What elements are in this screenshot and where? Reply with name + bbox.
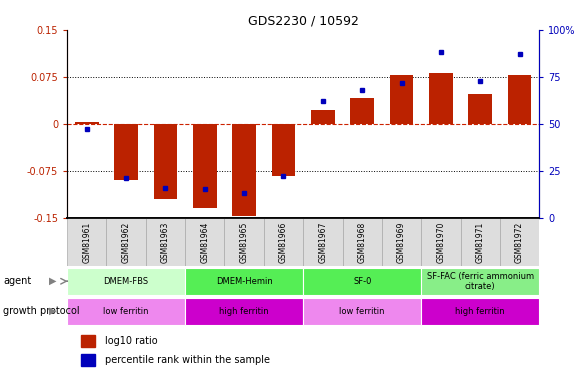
Text: SF-FAC (ferric ammonium
citrate): SF-FAC (ferric ammonium citrate) [427,272,534,291]
Bar [75,122,99,124]
Bar [67,217,106,266]
Text: ▶: ▶ [49,306,56,316]
Text: agent: agent [3,276,31,286]
Bar [264,217,303,266]
Text: GSM81965: GSM81965 [240,221,248,263]
Bar [67,268,185,295]
Bar [303,298,421,325]
Bar [500,217,539,266]
Text: GSM81970: GSM81970 [437,221,445,263]
Text: log10 ratio: log10 ratio [105,336,157,346]
Bar [185,268,303,295]
Text: GSM81972: GSM81972 [515,221,524,262]
Bar [185,298,303,325]
Bar [508,75,531,124]
Bar [311,110,335,124]
Text: DMEM-FBS: DMEM-FBS [104,277,149,286]
Bar [146,217,185,266]
Bar [429,72,452,124]
Text: GSM81967: GSM81967 [318,221,327,263]
Bar [67,298,185,325]
Text: GSM81961: GSM81961 [82,221,91,262]
Bar [106,217,146,266]
Text: low ferritin: low ferritin [339,307,385,316]
Bar [382,217,421,266]
Bar [81,354,96,366]
Bar [421,298,539,325]
Bar [303,268,421,295]
Text: growth protocol: growth protocol [3,306,79,316]
Bar [81,335,96,347]
Bar [468,94,492,124]
Text: high ferritin: high ferritin [219,307,269,316]
Text: low ferritin: low ferritin [103,307,149,316]
Bar [272,124,295,176]
Bar [350,98,374,124]
Bar [421,217,461,266]
Text: percentile rank within the sample: percentile rank within the sample [105,355,270,365]
Text: GSM81968: GSM81968 [358,221,367,262]
Bar [224,217,264,266]
Bar [193,124,217,208]
Text: ▶: ▶ [49,276,56,286]
Bar [421,268,539,295]
Bar [185,217,224,266]
Text: DMEM-Hemin: DMEM-Hemin [216,277,272,286]
Bar [461,217,500,266]
Bar [153,124,177,199]
Bar [342,217,382,266]
Title: GDS2230 / 10592: GDS2230 / 10592 [248,15,359,27]
Text: GSM81964: GSM81964 [201,221,209,263]
Text: GSM81971: GSM81971 [476,221,484,262]
Bar [389,75,413,124]
Text: SF-0: SF-0 [353,277,371,286]
Text: GSM81969: GSM81969 [397,221,406,263]
Text: GSM81963: GSM81963 [161,221,170,263]
Bar [303,217,342,266]
Text: GSM81966: GSM81966 [279,221,288,263]
Bar [232,124,256,216]
Bar [114,124,138,180]
Text: high ferritin: high ferritin [455,307,505,316]
Text: GSM81962: GSM81962 [122,221,131,262]
